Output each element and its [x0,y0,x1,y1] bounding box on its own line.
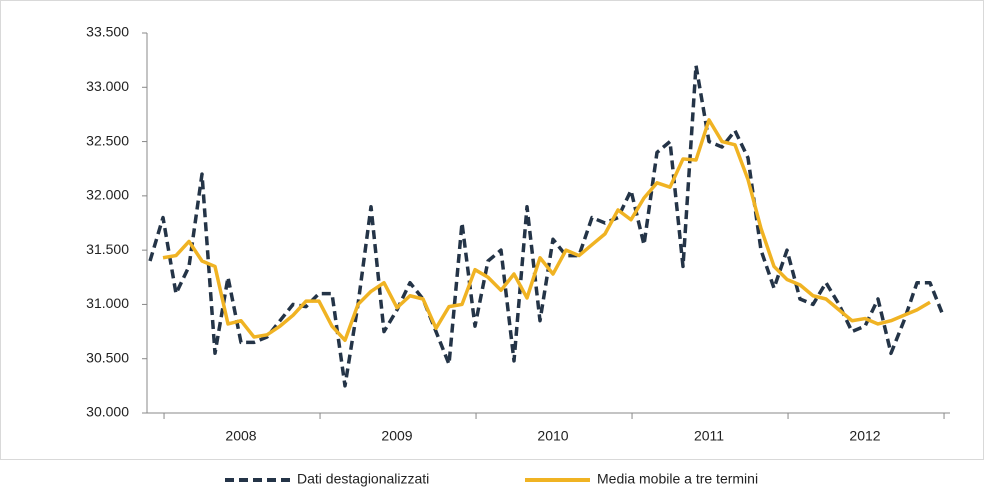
y-tick-label: 30.000 [86,404,129,420]
y-tick-label: 30.500 [86,349,129,365]
data-line [162,118,931,343]
legend-label: Dati destagionalizzati [297,471,429,487]
data-line [148,63,945,388]
y-tick-label: 31.000 [86,295,129,311]
legend-label: Media mobile a tre termini [597,471,758,487]
x-tick-label: 2009 [381,428,412,444]
x-tick-label: 2012 [849,428,880,444]
chart-frame [0,0,984,460]
x-tick-label: 2011 [694,428,724,444]
y-tick-label: 31.500 [86,241,129,257]
x-tick-label: 2008 [225,428,256,444]
x-tick-label: 2010 [537,428,568,444]
y-tick-label: 32.500 [86,132,129,148]
y-tick-label: 32.000 [86,187,129,203]
y-tick-label: 33.500 [86,24,129,40]
y-tick-label: 33.000 [86,78,129,94]
